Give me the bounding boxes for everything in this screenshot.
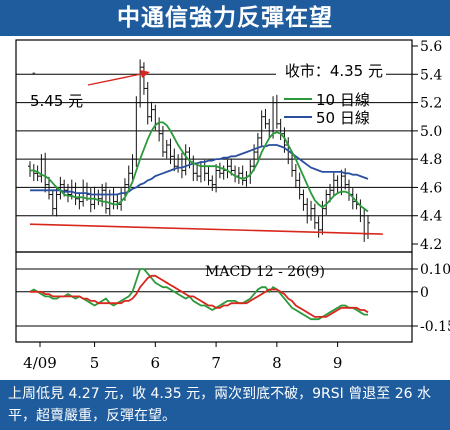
peak-arrow-head <box>140 70 150 78</box>
support-trendline <box>29 223 384 235</box>
price-y-axis: 4.2 4.4 4.6 4.8 5.0 5.2 5.4 5.6 <box>412 39 442 253</box>
price-y-tick-label: 4.6 <box>420 180 442 196</box>
x-tick-label: 9 <box>333 354 343 372</box>
price-y-tick-label: 4.8 <box>420 152 442 168</box>
legend-ma10-label: 10 日線 <box>316 91 370 109</box>
moving-average-lines <box>29 121 384 235</box>
macd-gridlines <box>16 268 412 327</box>
ma50-line <box>30 144 369 196</box>
peak-arrow-line <box>87 72 147 86</box>
price-bars <box>28 59 370 242</box>
legend: 收市：4.35 元 10 日線 50 日線 <box>276 60 386 127</box>
x-axis: 4/09 5 6 7 8 9 <box>23 342 342 372</box>
macd-y-tick-label: 0 <box>420 285 429 301</box>
signal-line <box>30 274 369 318</box>
peak-price-annotation: 5.45 元 <box>30 92 83 110</box>
macd-line <box>29 268 368 321</box>
x-tick-label: 8 <box>272 354 282 372</box>
price-y-tick-label: 5.6 <box>420 39 442 55</box>
x-tick-label: 5 <box>90 354 100 372</box>
price-y-tick-label: 5.2 <box>420 96 442 112</box>
macd-y-tick-label: -0.15 <box>420 319 450 335</box>
price-y-tick-label: 5.0 <box>420 124 442 140</box>
close-price-label: 收市：4.35 元 <box>285 62 383 80</box>
legend-ma50-label: 50 日線 <box>316 109 370 127</box>
macd-panel-border <box>15 251 413 343</box>
x-tick-label: 7 <box>211 354 221 372</box>
price-y-tick-label: 5.4 <box>420 67 442 83</box>
close-label-bg <box>276 60 386 80</box>
peak-dash-mark: - <box>32 68 36 79</box>
ma10-line <box>30 121 369 213</box>
x-tick-label: 6 <box>151 354 161 372</box>
chart-title: 中通信強力反彈在望 <box>0 0 450 36</box>
x-tick-label: 4/09 <box>23 354 57 372</box>
price-y-tick-label: 4.2 <box>420 237 442 253</box>
macd-title: MACD 12 - 26(9) <box>205 264 325 280</box>
price-y-tick-label: 4.4 <box>420 209 442 225</box>
macd-lines <box>29 268 369 321</box>
chart-caption: 上周低見 4.27 元，收 4.35 元，兩次到底不破，9RSI 曾退至 26 … <box>0 380 450 430</box>
macd-y-tick-label: 0.10 <box>420 262 450 278</box>
stock-chart: 4.2 4.4 4.6 4.8 5.0 5.2 5.4 5.6 0.10 0 -0.15 4/09… <box>15 39 450 372</box>
macd-y-axis: 0.10 0 -0.15 <box>412 262 450 335</box>
